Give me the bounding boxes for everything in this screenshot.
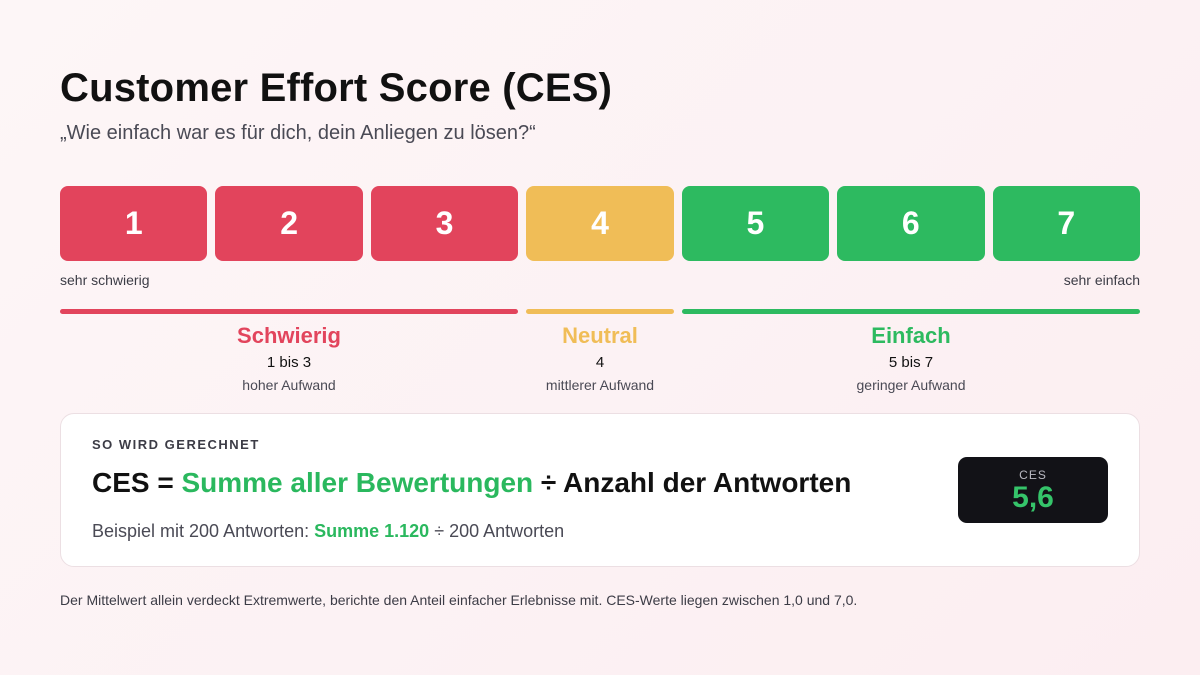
rating-button-7[interactable]: 7 (992, 186, 1140, 261)
calculation-label: SO WIRD GERECHNET (92, 437, 260, 452)
formula-suffix: ÷ Anzahl der Antworten (533, 467, 852, 498)
rating-button-2[interactable]: 2 (215, 186, 363, 261)
formula-sum: Summe aller Bewertungen (181, 467, 534, 498)
result-value: 5,6 (1012, 481, 1054, 514)
calculation-example: Beispiel mit 200 Antworten: Summe 1.120 … (92, 521, 564, 542)
rating-button-6[interactable]: 6 (837, 186, 985, 261)
footnote: Der Mittelwert allein verdeckt Extremwer… (60, 592, 858, 608)
group-name: Einfach (871, 323, 951, 348)
formula-prefix: CES = (92, 467, 182, 498)
group-name: Neutral (562, 323, 638, 348)
scale-label-high: sehr einfach (1063, 272, 1140, 288)
group-range: 5 bis 7 (888, 354, 934, 371)
ces-result-badge: CES 5,6 (958, 457, 1108, 523)
rating-button-5[interactable]: 5 (681, 186, 830, 261)
group-description: mittlerer Aufwand (545, 377, 655, 393)
group-bar (682, 309, 1140, 314)
rating-button-1[interactable]: 1 (60, 186, 208, 261)
group-range: 4 (595, 354, 605, 371)
rating-button-4[interactable]: 4 (526, 186, 674, 261)
scale-label-low: sehr schwierig (60, 272, 150, 288)
example-prefix: Beispiel mit 200 Antworten: (92, 521, 315, 541)
survey-question: „Wie einfach war es für dich, dein Anlie… (60, 122, 536, 144)
group-bar (60, 309, 518, 314)
page-title: Customer Effort Score (CES) (60, 66, 613, 110)
group-schwierig: Schwierig 1 bis 3 hoher Aufwand (60, 309, 518, 393)
group-name: Schwierig (237, 323, 341, 348)
result-label: CES (1019, 468, 1047, 482)
example-sum: Summe 1.120 (314, 521, 430, 541)
example-suffix: ÷ 200 Antworten (429, 521, 565, 541)
rating-button-3[interactable]: 3 (370, 186, 519, 261)
group-neutral: Neutral 4 mittlerer Aufwand (526, 309, 674, 393)
group-description: geringer Aufwand (856, 377, 966, 393)
group-einfach: Einfach 5 bis 7 geringer Aufwand (682, 309, 1140, 393)
group-range: 1 bis 3 (266, 354, 312, 371)
group-bar (526, 309, 674, 314)
rating-scale: 1 2 3 4 5 6 7 (60, 186, 1140, 261)
ces-formula: CES = Summe aller Bewertungen ÷ Anzahl d… (92, 467, 851, 499)
calculation-card: SO WIRD GERECHNET CES = Summe aller Bewe… (60, 413, 1140, 567)
group-description: hoher Aufwand (242, 377, 336, 393)
